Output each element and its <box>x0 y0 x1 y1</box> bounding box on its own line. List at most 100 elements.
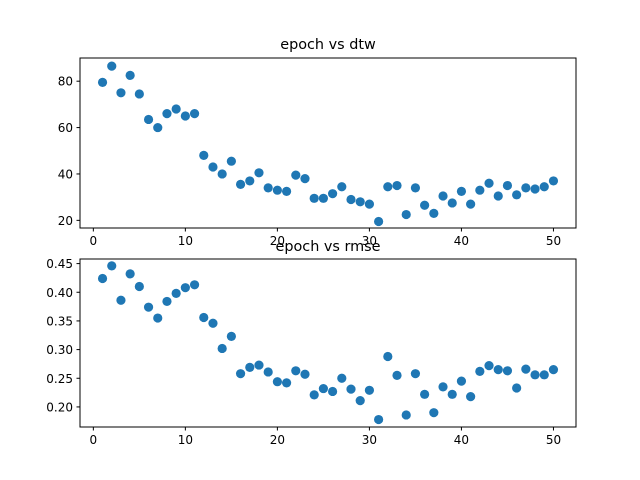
x-tick-label: 10 <box>178 433 193 447</box>
data-point <box>125 269 135 279</box>
data-point <box>337 373 347 383</box>
y-tick-label: 20 <box>58 214 73 228</box>
y-tick-label: 0.45 <box>46 257 73 271</box>
data-point <box>309 390 319 400</box>
data-point <box>502 180 513 191</box>
data-point <box>420 389 430 399</box>
data-point <box>548 365 559 375</box>
chart-title: epoch vs rmse <box>275 239 380 255</box>
data-point <box>116 88 126 98</box>
data-point <box>235 369 246 379</box>
axes: 0 10 20 30 40 50 20 40 60 80 <box>58 75 561 248</box>
plot-frame <box>79 258 577 428</box>
data-point <box>410 369 421 379</box>
data-point <box>466 199 476 209</box>
data-point <box>484 178 494 188</box>
data-point <box>447 198 457 208</box>
data-point <box>475 185 485 195</box>
data-point <box>401 209 411 220</box>
data-point <box>162 109 172 119</box>
data-point <box>493 191 503 201</box>
data-point <box>521 364 531 374</box>
y-tick-label: 0.25 <box>46 372 73 386</box>
data-point <box>530 184 540 194</box>
data-point <box>125 70 135 80</box>
data-point <box>245 176 255 186</box>
data-point <box>530 370 540 380</box>
data-point <box>217 343 227 354</box>
data-point <box>199 150 209 161</box>
data-point <box>364 199 375 209</box>
x-tick-label: 20 <box>270 234 285 248</box>
data-point <box>429 208 439 218</box>
x-tick-label: 0 <box>90 234 98 248</box>
data-point <box>143 114 154 125</box>
data-point <box>272 377 282 387</box>
data-point <box>456 186 467 196</box>
data-point <box>328 386 338 397</box>
data-point <box>300 369 310 379</box>
data-point <box>318 193 328 203</box>
x-tick-label: 30 <box>362 433 377 447</box>
x-tick-label: 50 <box>546 433 561 447</box>
data-point <box>355 197 365 207</box>
y-tick-label: 0.40 <box>46 286 73 300</box>
data-point <box>107 261 117 271</box>
y-tick-label: 0.30 <box>46 343 73 357</box>
data-point <box>410 183 421 193</box>
x-tick-label: 40 <box>454 433 469 447</box>
data-point <box>263 367 273 377</box>
data-point <box>383 182 393 192</box>
y-tick-label: 0.20 <box>46 400 73 414</box>
data-point <box>383 351 393 362</box>
scatter-points <box>97 61 559 227</box>
data-point <box>484 361 494 371</box>
data-point <box>134 89 144 99</box>
data-point <box>374 216 384 227</box>
data-point <box>97 273 108 284</box>
data-point <box>420 200 430 210</box>
data-point <box>254 168 264 178</box>
y-tick-label: 80 <box>58 75 73 89</box>
data-point <box>355 396 365 406</box>
data-point <box>475 366 485 376</box>
data-point <box>401 410 411 420</box>
data-point <box>162 296 172 307</box>
data-point <box>539 182 549 192</box>
axes: 0 10 20 30 40 50 0.20 0.25 0.30 0.35 0.40 0.45 <box>46 257 561 447</box>
data-point <box>438 191 448 201</box>
data-point <box>199 312 209 323</box>
data-point <box>180 283 190 293</box>
data-point <box>226 156 236 166</box>
data-point <box>107 61 117 71</box>
data-point <box>245 362 255 372</box>
data-point <box>512 383 522 393</box>
data-point <box>502 366 513 376</box>
data-point <box>346 384 356 394</box>
data-point <box>364 385 375 395</box>
y-tick-label: 60 <box>58 121 73 135</box>
data-point <box>318 383 328 394</box>
data-point <box>281 186 292 196</box>
plot-frame <box>79 57 577 229</box>
data-point <box>512 190 522 200</box>
data-point <box>539 370 549 380</box>
data-point <box>171 288 181 299</box>
y-tick-label: 40 <box>58 167 73 181</box>
data-point <box>309 193 319 203</box>
data-point <box>337 182 347 192</box>
data-point <box>291 170 301 180</box>
data-point <box>171 104 181 114</box>
data-point <box>189 280 200 290</box>
data-point <box>116 295 126 305</box>
data-point <box>235 179 246 189</box>
data-point <box>328 189 338 199</box>
plot-epoch-vs-dtw: epoch vs dtw 0 10 20 30 40 50 20 40 60 80 <box>58 37 577 248</box>
data-point <box>447 389 457 399</box>
data-point <box>272 185 282 195</box>
y-tick-label: 0.35 <box>46 314 73 328</box>
data-point <box>392 370 402 380</box>
data-point <box>281 378 292 388</box>
data-point <box>208 162 218 172</box>
